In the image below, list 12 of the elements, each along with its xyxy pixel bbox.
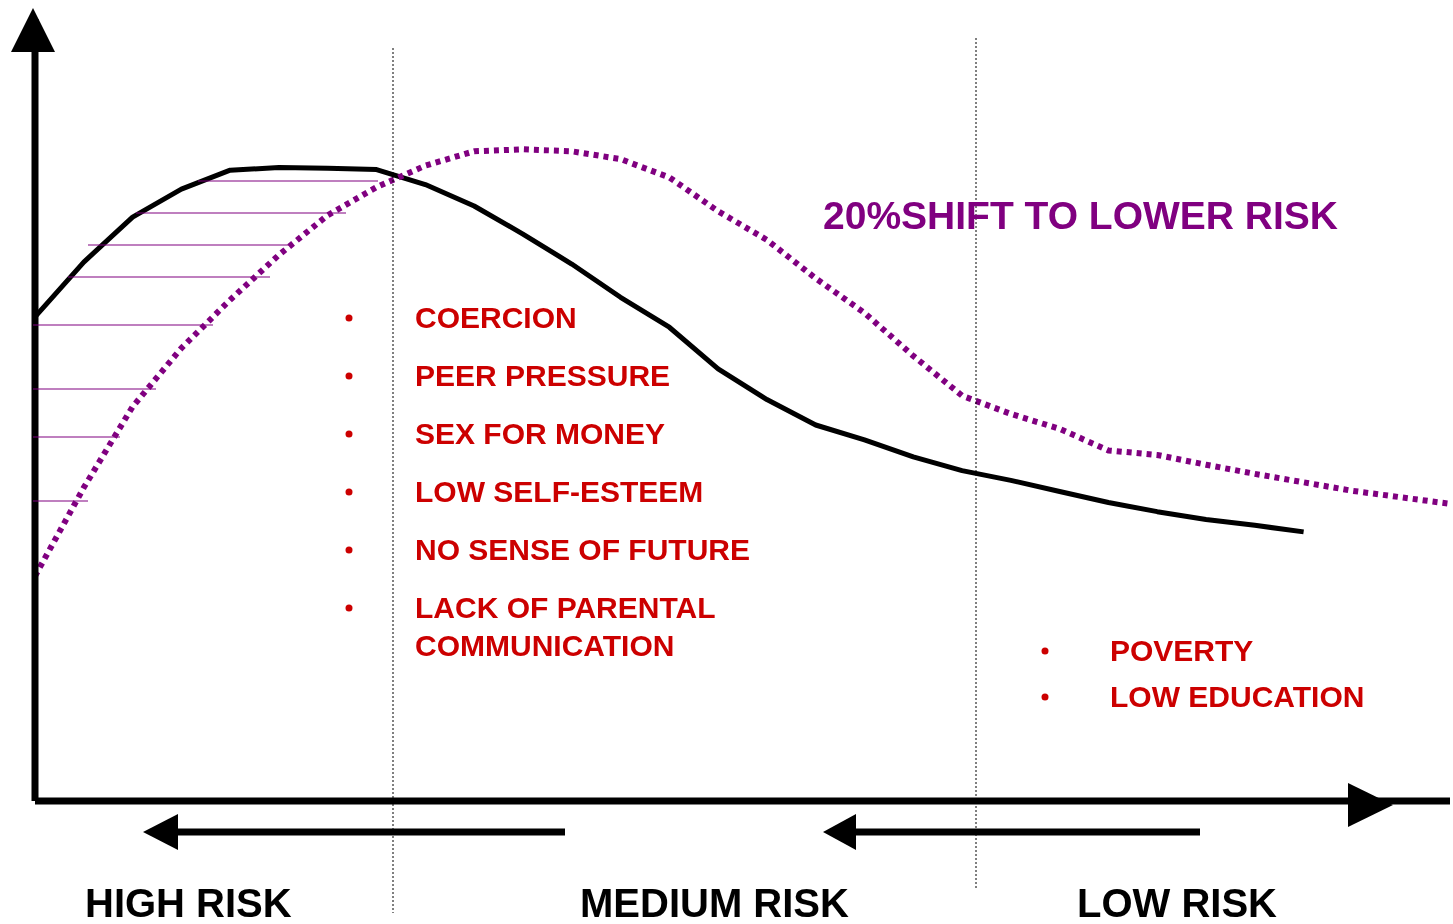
annotation: LOW SELF-ESTEEM: [415, 474, 705, 510]
annotation: LOW EDUCATION: [1110, 679, 1365, 715]
annotation: PEER PRESSURE: [415, 358, 672, 394]
annotation: SEX FOR MONEY: [415, 416, 667, 452]
annotation: POVERTY: [1110, 633, 1255, 669]
annotation: NO SENSE OF FUTURE: [415, 532, 752, 568]
annotation: LACK OF PARENTAL COMMUNICATION: [415, 590, 716, 664]
annotation: 20%SHIFT TO LOWER RISK: [823, 194, 1338, 238]
annotation: COERCION: [415, 300, 578, 336]
text: MEDIUM RISK: [580, 881, 849, 924]
text: HIGH RISK: [85, 881, 292, 924]
text: LOW RISK: [1077, 881, 1277, 924]
